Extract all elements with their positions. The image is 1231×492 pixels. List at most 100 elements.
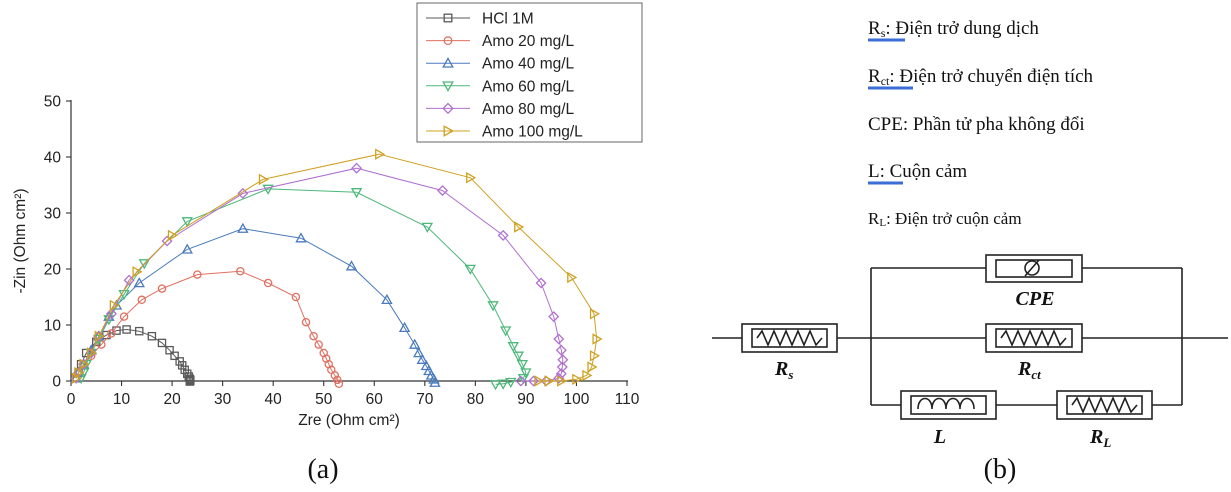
x-tick-label: 50 [315, 391, 333, 408]
data-point [291, 292, 301, 302]
data-point [170, 351, 179, 361]
data-point [420, 359, 433, 371]
rs-zigzag [756, 328, 823, 348]
data-point [587, 361, 598, 373]
data-point [466, 172, 477, 184]
rs-label-sub: s [787, 367, 793, 382]
rct-label: Rct [1017, 358, 1041, 382]
rct-element-inner [995, 328, 1073, 348]
l-description: : Cuộn cảm [880, 161, 968, 182]
series-4 [70, 162, 569, 387]
data-point [157, 338, 167, 348]
data-point [534, 375, 545, 387]
data-point [553, 333, 565, 345]
rl-label-sub: L [1102, 435, 1111, 450]
l-label: L [933, 426, 946, 448]
series-line [75, 167, 564, 382]
data-point [237, 187, 249, 199]
series-line [75, 228, 436, 383]
y-tick-label: 30 [44, 206, 62, 223]
data-point [582, 369, 593, 382]
y-tick-label: 40 [44, 150, 62, 167]
rct-label-sub: ct [1031, 367, 1041, 382]
rl-symbol-sub: L [879, 217, 886, 229]
y-tick-label: 10 [44, 318, 62, 335]
rl-label-letter: R [1089, 426, 1103, 448]
rl-label: RL [1089, 426, 1111, 450]
data-point [301, 317, 311, 327]
rct-symbol-letter: R [868, 66, 881, 87]
data-point [557, 375, 568, 387]
data-point [86, 347, 98, 359]
legend-entry: Amo 40 mg/L [426, 56, 575, 73]
data-point [177, 361, 187, 370]
data-point [138, 259, 151, 270]
rs-element-box [741, 323, 838, 353]
legend-frame [416, 2, 643, 143]
data-point [137, 295, 147, 305]
panel-a-label: (a) [307, 454, 338, 485]
nyquist-plot: 0 10 20 30 40 50 60 70 80 90 100 110 0 10 20 30 40 50 Zr… [12, 2, 643, 485]
cpe-label: CPE [1016, 288, 1055, 310]
legend-entry: Amo 100 mg/L [426, 124, 583, 141]
data-point [79, 358, 90, 370]
data-point [107, 329, 116, 338]
l-symbol: L [868, 161, 880, 182]
data-point [381, 293, 393, 305]
legend-entry: HCl 1M [426, 11, 534, 28]
data-point [165, 345, 174, 355]
rs-symbol-sub: s [881, 26, 886, 40]
data-point [589, 308, 601, 320]
data-point [497, 229, 509, 241]
data-point [567, 271, 578, 284]
data-point [133, 277, 145, 288]
data-point [589, 350, 601, 362]
legend-rl: RL: Điện trở cuộn cảm [868, 209, 1022, 229]
inductor-element-inner [910, 395, 987, 415]
x-axis-label: Zre (Ohm cm²) [298, 412, 400, 429]
data-point [134, 326, 144, 336]
rct-element-box [985, 323, 1083, 353]
data-point [263, 278, 273, 288]
data-point [157, 284, 167, 293]
rs-element-inner [751, 328, 828, 348]
legend-label: Amo 80 mg/L [482, 101, 575, 118]
data-point [375, 148, 386, 160]
inductor-coil [917, 397, 975, 410]
data-point [330, 371, 340, 380]
y-tick-label: 0 [52, 374, 61, 391]
data-point [544, 375, 555, 387]
rct-label-letter: R [1017, 358, 1031, 380]
data-point [345, 260, 358, 271]
cpe-element-inner [995, 259, 1073, 278]
data-point [421, 222, 434, 233]
svg-text:RL: Điện trở cuộn cảm: RL: Điện trở cuộn cảm [868, 209, 1022, 229]
data-point [553, 372, 565, 384]
legend-label: Amo 100 mg/L [482, 124, 583, 141]
legend-rct: Rct: Điện trở chuyển điện tích [868, 66, 1094, 90]
data-point [85, 348, 97, 359]
data-point [350, 188, 363, 199]
data-point [236, 266, 245, 276]
rl-element-box [1056, 390, 1153, 420]
rs-description: : Điện trở dung dịch [885, 18, 1039, 39]
data-point [185, 377, 195, 386]
legend-marker [442, 102, 454, 115]
data-point [514, 221, 525, 233]
cpe-description: CPE: Phần tử pha không đổi [868, 114, 1085, 135]
x-tick-label: 100 [564, 391, 590, 408]
rs-label-letter: R [774, 358, 788, 380]
data-point [181, 217, 193, 228]
data-point [413, 347, 425, 358]
legend-entry: Amo 80 mg/L [426, 101, 575, 118]
data-point [258, 173, 270, 186]
data-point [535, 277, 547, 289]
circuit-panel: Rs: Điện trở dung dịch Rct: Điện trở chu… [712, 18, 1228, 485]
panel-b-label: (b) [984, 454, 1017, 485]
data-point [428, 373, 440, 384]
legend-label: Amo 40 mg/L [482, 56, 575, 73]
series-layer [70, 148, 603, 391]
series-5 [71, 148, 603, 387]
data-point [408, 338, 421, 349]
x-tick-label: 70 [416, 391, 434, 408]
